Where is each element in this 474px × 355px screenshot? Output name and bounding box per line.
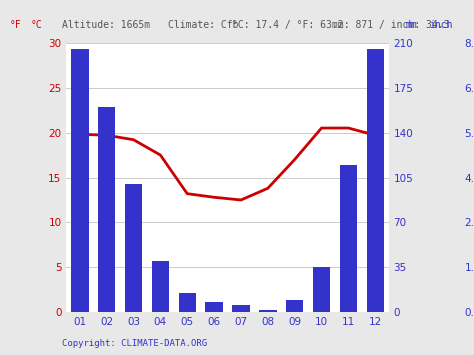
Text: mm: mm: [405, 20, 417, 30]
Bar: [152, 261, 169, 312]
Text: inch: inch: [429, 20, 453, 30]
Text: °C: °C: [31, 20, 43, 30]
Text: °F: °F: [9, 20, 21, 30]
Bar: [205, 302, 223, 312]
Bar: [71, 49, 89, 312]
Text: Copyright: CLIMATE-DATA.ORG: Copyright: CLIMATE-DATA.ORG: [62, 339, 207, 348]
Text: mm: 871 / inch: 34.3: mm: 871 / inch: 34.3: [332, 20, 449, 30]
Text: Altitude: 1665m: Altitude: 1665m: [62, 20, 150, 30]
Bar: [179, 293, 196, 312]
Text: °C: 17.4 / °F: 63.2: °C: 17.4 / °F: 63.2: [232, 20, 344, 30]
Bar: [125, 184, 142, 312]
Bar: [259, 310, 276, 312]
Bar: [366, 49, 384, 312]
Bar: [286, 300, 303, 312]
Bar: [232, 305, 250, 312]
Bar: [98, 107, 115, 312]
Text: Climate: Cfb: Climate: Cfb: [168, 20, 239, 30]
Bar: [340, 165, 357, 312]
Bar: [313, 267, 330, 312]
